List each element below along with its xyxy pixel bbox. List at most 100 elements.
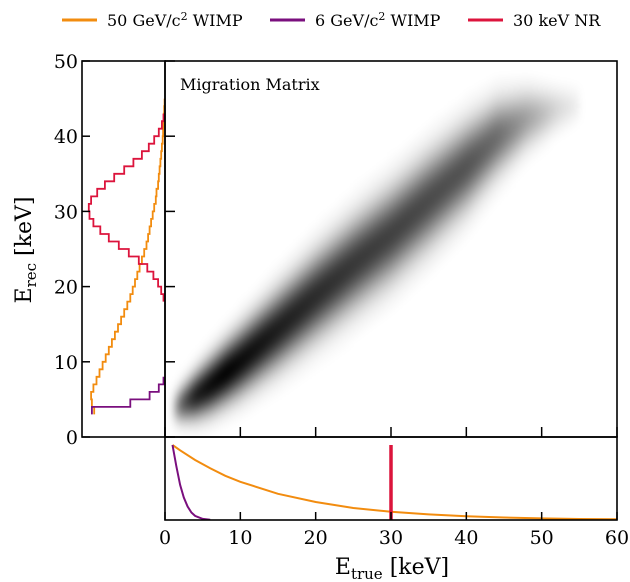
heatmap-cell-2485 bbox=[436, 143, 441, 149]
heatmap-cell-809 bbox=[282, 389, 286, 393]
heatmap-cell-2081 bbox=[399, 156, 403, 160]
heatmap-cell-2591 bbox=[447, 188, 452, 194]
heatmap-cell-3155 bbox=[504, 82, 508, 86]
heatmap-cell-1313 bbox=[330, 331, 336, 336]
heatmap-cell-186 bbox=[206, 408, 211, 414]
heatmap-cell-3002 bbox=[488, 171, 494, 176]
heatmap-cell-3401 bbox=[541, 84, 547, 90]
heatmap-cell-1151 bbox=[316, 354, 320, 358]
heatmap-cell-886 bbox=[289, 368, 294, 373]
heatmap-cell-2179 bbox=[409, 240, 415, 245]
heatmap-cell-761 bbox=[274, 303, 279, 308]
heatmap-cell-569 bbox=[255, 394, 260, 399]
heatmap-cell-1226 bbox=[319, 216, 323, 220]
heatmap-cell-3040 bbox=[492, 155, 498, 160]
heatmap-cell-2802 bbox=[466, 116, 471, 121]
heatmap-cell-1759 bbox=[372, 305, 377, 310]
heatmap-cell-973 bbox=[296, 314, 302, 319]
heatmap-cell-154 bbox=[199, 347, 203, 351]
heatmap-cell-386 bbox=[232, 381, 238, 386]
heatmap-cell-2359 bbox=[424, 166, 430, 171]
heatmap-cell-2680 bbox=[455, 147, 460, 152]
heatmap-cell-820 bbox=[281, 347, 287, 352]
heatmap-cell-1123 bbox=[311, 314, 317, 320]
heatmap-cell-172 bbox=[202, 368, 208, 373]
heatmap-cell-67 bbox=[188, 429, 192, 433]
heatmap-cell-2610 bbox=[448, 117, 452, 121]
heatmap-cell-2945 bbox=[481, 127, 486, 133]
heatmap-cell-3173 bbox=[507, 127, 513, 132]
heatmap-cell-1710 bbox=[365, 187, 369, 191]
heatmap-cell-2109 bbox=[402, 201, 407, 207]
heatmap-cell-3041 bbox=[492, 151, 498, 156]
heatmap-cell-1357 bbox=[334, 313, 339, 319]
heatmap-cell-2517 bbox=[439, 173, 445, 179]
heatmap-cell-3181 bbox=[507, 97, 513, 102]
heatmap-cell-1655 bbox=[360, 242, 366, 247]
heatmap-cell-3300 bbox=[526, 137, 531, 143]
heatmap-cell-23 bbox=[176, 395, 181, 400]
heatmap-cell-3251 bbox=[519, 137, 524, 143]
heatmap-cell-993 bbox=[297, 239, 301, 243]
heatmap-cell-969 bbox=[296, 329, 302, 334]
heatmap-cell-3379 bbox=[537, 91, 543, 96]
heatmap-cell-930 bbox=[293, 339, 298, 344]
heatmap-cell-3079 bbox=[496, 131, 501, 137]
heatmap-cell-3467 bbox=[556, 92, 562, 97]
heatmap-cell-708 bbox=[270, 373, 275, 378]
heatmap-cell-789 bbox=[278, 331, 283, 336]
heatmap-cell-1152 bbox=[315, 349, 321, 355]
heatmap-cell-1867 bbox=[379, 201, 385, 207]
heatmap-cell-27 bbox=[176, 380, 181, 385]
heatmap-cell-3286 bbox=[522, 99, 528, 105]
heatmap-cell-1602 bbox=[357, 289, 362, 295]
heatmap-cell-2589 bbox=[447, 196, 452, 201]
heatmap-cell-907 bbox=[289, 289, 294, 294]
heatmap-cell-988 bbox=[296, 257, 302, 263]
heatmap-cell-2628 bbox=[451, 196, 456, 201]
heatmap-cell-3358 bbox=[534, 90, 539, 95]
heatmap-cell-3513 bbox=[572, 121, 576, 125]
heatmap-cell-1644 bbox=[360, 283, 366, 288]
heatmap-cell-1495 bbox=[345, 245, 351, 250]
heatmap-cell-1559 bbox=[353, 300, 358, 305]
heatmap-cell-656 bbox=[262, 314, 268, 319]
heatmap-cell-2417 bbox=[432, 249, 437, 254]
heatmap-cell-2367 bbox=[424, 136, 430, 141]
heatmap-cell-1138 bbox=[311, 258, 317, 263]
heatmap-cell-2984 bbox=[485, 111, 490, 117]
heatmap-cell-1467 bbox=[342, 199, 346, 203]
heatmap-cell-814 bbox=[281, 369, 287, 375]
heatmap-cell-2706 bbox=[458, 192, 464, 197]
heatmap-cell-803 bbox=[278, 278, 283, 283]
heatmap-cell-1664 bbox=[360, 208, 366, 213]
heatmap-cell-2604 bbox=[447, 139, 452, 145]
heatmap-cell-1553 bbox=[353, 322, 358, 328]
heatmap-cell-3039 bbox=[492, 158, 498, 164]
heatmap-cell-1370 bbox=[334, 264, 339, 270]
heatmap-cell-727 bbox=[270, 302, 275, 307]
heatmap-cell-2649 bbox=[451, 117, 456, 122]
heatmap-cell-776 bbox=[278, 380, 283, 385]
heatmap-cell-728 bbox=[270, 298, 275, 303]
heatmap-cell-425 bbox=[236, 345, 241, 350]
heatmap-cell-1290 bbox=[326, 270, 332, 275]
heatmap-cell-1037 bbox=[304, 354, 309, 359]
heatmap-cell-2712 bbox=[458, 169, 464, 175]
heatmap-cell-791 bbox=[278, 323, 283, 328]
heatmap-cell-1316 bbox=[330, 320, 336, 325]
heatmap-cell-2232 bbox=[413, 191, 418, 197]
heatmap-cell-3341 bbox=[534, 154, 538, 158]
heatmap-cell-2630 bbox=[451, 188, 456, 194]
heatmap-cell-2993 bbox=[489, 205, 493, 209]
heatmap-cell-1523 bbox=[349, 287, 354, 293]
heatmap-cell-2407 bbox=[428, 136, 434, 141]
heatmap-cell-1508 bbox=[346, 197, 350, 201]
heatmap-cell-1368 bbox=[334, 272, 339, 277]
heatmap-cell-3502 bbox=[568, 115, 573, 120]
heatmap-cell-802 bbox=[278, 282, 283, 287]
heatmap-cell-3145 bbox=[504, 120, 509, 125]
heatmap-cell-358 bbox=[229, 375, 234, 380]
heatmap-cell-218 bbox=[210, 384, 215, 390]
heatmap-cell-404 bbox=[233, 313, 237, 317]
